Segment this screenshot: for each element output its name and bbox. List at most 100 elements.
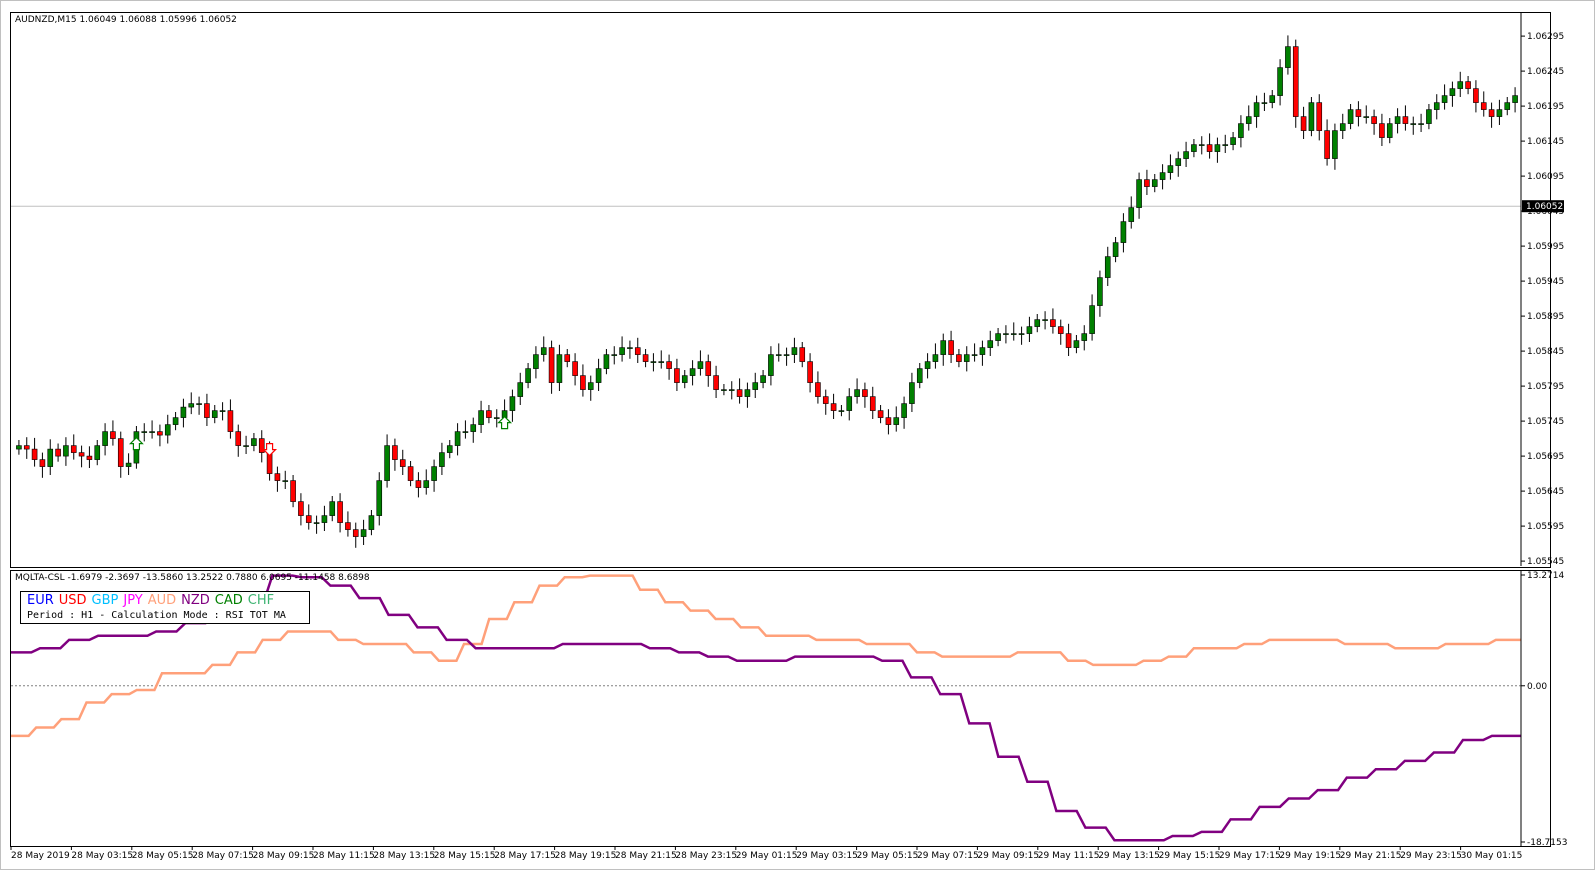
time-axis-label: 29 May 01:15 xyxy=(736,851,798,861)
candle xyxy=(1465,76,1471,95)
bear-candle-body xyxy=(580,375,586,390)
candle xyxy=(1191,139,1197,158)
bear-candle-body xyxy=(862,389,868,397)
candle xyxy=(345,511,351,537)
candle xyxy=(172,412,179,431)
bull-candle-body xyxy=(282,480,289,482)
candle xyxy=(1081,325,1088,351)
bull-candle-body xyxy=(211,410,218,418)
candle xyxy=(486,405,492,424)
bull-candle-body xyxy=(1151,179,1158,187)
price-axis-label: 1.05745 xyxy=(1527,417,1564,427)
candle xyxy=(783,347,790,366)
candle xyxy=(1050,308,1056,334)
candle xyxy=(31,437,38,467)
candle xyxy=(1151,174,1158,193)
bull-candle-body xyxy=(924,361,931,369)
bear-candle-body xyxy=(674,368,680,383)
candle xyxy=(822,389,829,415)
candle xyxy=(1144,169,1150,195)
candle xyxy=(1386,118,1393,144)
bull-candle-body xyxy=(1175,158,1182,166)
candle xyxy=(360,519,367,545)
candle xyxy=(901,396,907,429)
bull-candle-body xyxy=(893,417,900,425)
bull-candle-body xyxy=(1285,46,1291,68)
bull-candle-body xyxy=(1496,109,1503,117)
candle xyxy=(305,504,312,530)
bear-candle-body xyxy=(486,410,492,418)
bear-candle-body xyxy=(705,361,712,376)
candle xyxy=(830,393,837,419)
candle xyxy=(909,372,915,412)
bull-candle-body xyxy=(180,406,187,418)
candle xyxy=(1355,101,1362,127)
candle xyxy=(869,386,876,419)
candle xyxy=(188,392,195,415)
candle xyxy=(971,343,978,362)
bear-candle-body xyxy=(55,448,61,457)
candle xyxy=(251,433,257,452)
candle xyxy=(885,409,892,435)
bull-candle-body xyxy=(1410,123,1417,125)
candle xyxy=(548,340,555,394)
bull-candle-body xyxy=(1339,123,1346,131)
bear-candle-body xyxy=(274,473,281,481)
bull-candle-body xyxy=(1332,130,1338,159)
bull-candle-body xyxy=(783,354,790,356)
candle xyxy=(666,354,672,380)
candle xyxy=(180,398,187,428)
bear-candle-body xyxy=(1355,109,1362,117)
candle xyxy=(1034,314,1041,333)
bear-candle-body xyxy=(290,480,296,502)
price-axis-label: 1.05695 xyxy=(1527,452,1564,462)
bull-candle-body xyxy=(619,347,625,355)
candle xyxy=(775,343,782,362)
candle xyxy=(634,337,641,363)
bull-candle-body xyxy=(603,354,610,369)
candle xyxy=(368,510,375,536)
price-axis-label: 1.06195 xyxy=(1527,102,1564,112)
candle xyxy=(1206,133,1213,159)
bull-candle-body xyxy=(1363,116,1370,118)
candle xyxy=(1003,325,1009,344)
candle xyxy=(1441,84,1448,110)
bull-candle-body xyxy=(360,529,367,537)
bull-candle-body xyxy=(1238,123,1244,138)
bear-candle-body xyxy=(1206,144,1213,152)
bull-candle-body xyxy=(172,417,179,425)
candle xyxy=(16,440,22,455)
bull-candle-body xyxy=(1426,109,1432,124)
candle xyxy=(580,364,586,397)
candle xyxy=(838,405,845,417)
bull-candle-body xyxy=(1441,95,1448,103)
candle xyxy=(1120,213,1127,253)
bear-candle-body xyxy=(1371,116,1377,124)
bear-candle-body xyxy=(258,438,265,453)
bull-candle-body xyxy=(47,448,54,467)
candle xyxy=(642,349,649,368)
candle xyxy=(619,336,625,362)
candle xyxy=(525,363,531,389)
bull-candle-body xyxy=(1128,207,1135,222)
candle xyxy=(63,437,69,466)
legend-currency-nzd: NZD xyxy=(181,593,210,608)
bear-candle-body xyxy=(39,459,46,467)
indicator-title: MQLTA-CSL -1.6979 -2.3697 -13.5860 13.25… xyxy=(15,573,370,583)
candle xyxy=(689,360,696,386)
bull-candle-body xyxy=(595,368,602,383)
bear-candle-body xyxy=(110,431,116,439)
bear-candle-body xyxy=(204,403,210,418)
candle xyxy=(1026,316,1033,342)
bull-candle-body xyxy=(650,361,657,363)
price-axis-label: 1.05795 xyxy=(1527,382,1564,392)
bull-candle-body xyxy=(1418,123,1424,125)
candle xyxy=(815,371,821,404)
candle xyxy=(290,475,296,508)
bear-candle-body xyxy=(1465,81,1471,89)
bull-candle-body xyxy=(1433,102,1440,110)
bull-candle-body xyxy=(1504,102,1511,110)
bear-candle-body xyxy=(415,480,422,488)
